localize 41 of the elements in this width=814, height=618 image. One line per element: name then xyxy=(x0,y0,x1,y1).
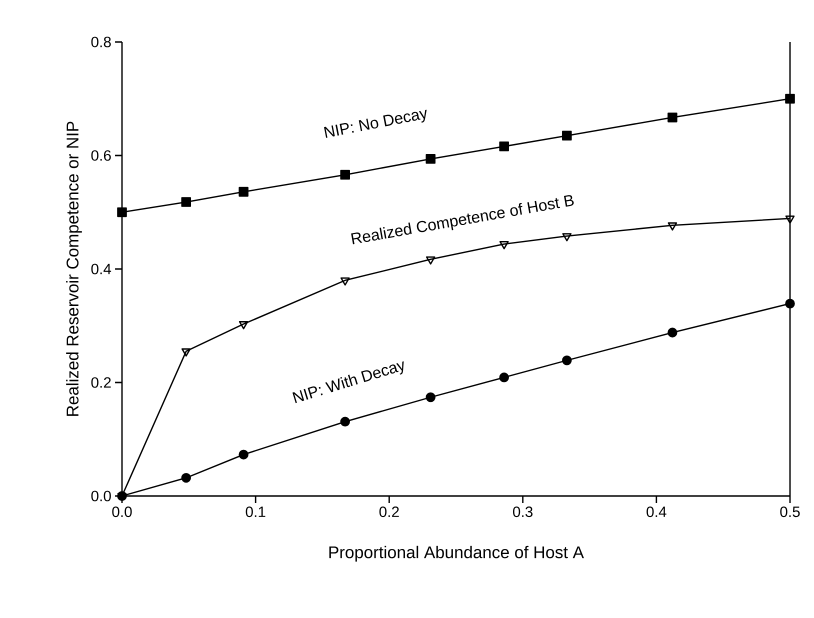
point xyxy=(785,298,795,308)
point xyxy=(499,241,509,250)
point xyxy=(562,355,572,366)
point xyxy=(499,372,509,382)
point xyxy=(668,222,678,231)
x-tick-label: 0.2 xyxy=(379,506,399,518)
point xyxy=(340,416,350,427)
point xyxy=(426,392,436,402)
point xyxy=(181,472,192,483)
y-tick-label: 0.8 xyxy=(91,36,111,48)
text: NIP: With Decay xyxy=(292,361,404,404)
point xyxy=(426,256,436,265)
point xyxy=(238,321,248,330)
point xyxy=(426,154,436,164)
x-tick-label: 0.3 xyxy=(512,506,533,518)
y-tick-label: 0.4 xyxy=(91,264,112,274)
x-tick-label: 0.1 xyxy=(246,506,266,518)
x-tick-label: 0.5 xyxy=(780,506,800,518)
point xyxy=(181,197,192,207)
point xyxy=(562,233,572,242)
point xyxy=(785,94,795,104)
x-tick-label: 0.0 xyxy=(112,506,132,518)
point xyxy=(117,207,127,218)
point xyxy=(340,277,350,286)
y-tick-label: 0.6 xyxy=(91,150,111,161)
point xyxy=(238,450,248,460)
point xyxy=(181,348,191,357)
point xyxy=(340,170,350,180)
x-tick-label: 0.4 xyxy=(646,506,666,518)
point xyxy=(668,328,678,338)
text: NIP: No Decay xyxy=(324,110,427,138)
point xyxy=(668,112,678,122)
point xyxy=(562,130,572,141)
point xyxy=(785,216,795,224)
point xyxy=(499,142,509,152)
text: Realized Competence of Host B xyxy=(351,195,574,244)
y-tick-label: 0.0 xyxy=(91,490,111,502)
y-axis-title: Realized Reservoir Competence or NIP xyxy=(66,122,82,416)
y-tick-label: 0.2 xyxy=(91,377,111,388)
point xyxy=(238,186,248,197)
x-axis-title: Proportional Abundance of Host A xyxy=(329,546,584,562)
